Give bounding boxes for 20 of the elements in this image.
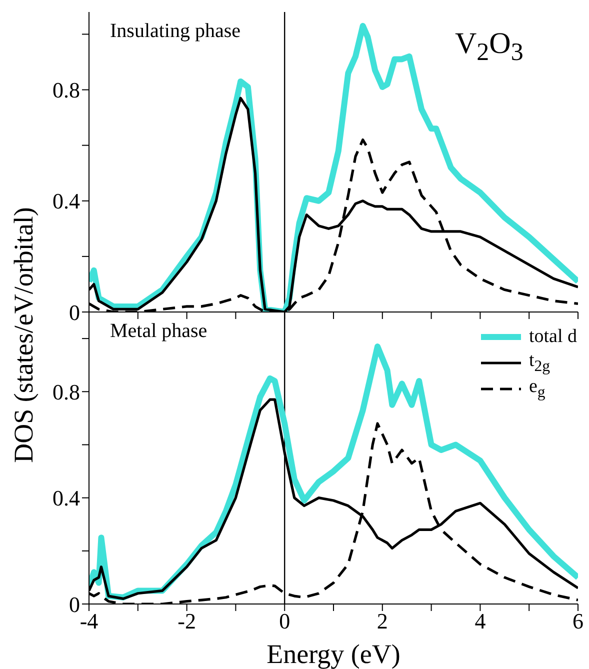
x-tick-label: 0 [279,608,290,634]
annotation: Insulating phase [110,20,241,42]
x-axis-title: Energy (eV) [266,639,400,669]
x-tick-label: 6 [572,608,584,634]
y-tick-label: 0.8 [52,379,80,404]
legend-label: t$_{2g}$ [528,350,550,376]
y-tick-label: 0.4 [52,486,80,511]
annotation: V$_{2}$O$_{3}$ [455,27,524,66]
x-tick-label: -2 [178,608,196,634]
legend-label: total d [528,326,577,348]
y-tick-label: 0.4 [52,188,80,214]
y-axis-title: DOS (states/eV/orbital) [8,207,40,463]
y-tick-label: 0.8 [52,78,80,103]
annotation: Metal phase [110,320,208,342]
y-tick-label: 0 [69,300,80,325]
x-tick-label: 4 [474,608,486,634]
x-tick-label: -4 [80,608,98,634]
x-tick-label: 2 [376,608,388,634]
legend-label: e$_{g}$ [528,376,546,402]
y-tick-label: 0 [69,592,80,617]
